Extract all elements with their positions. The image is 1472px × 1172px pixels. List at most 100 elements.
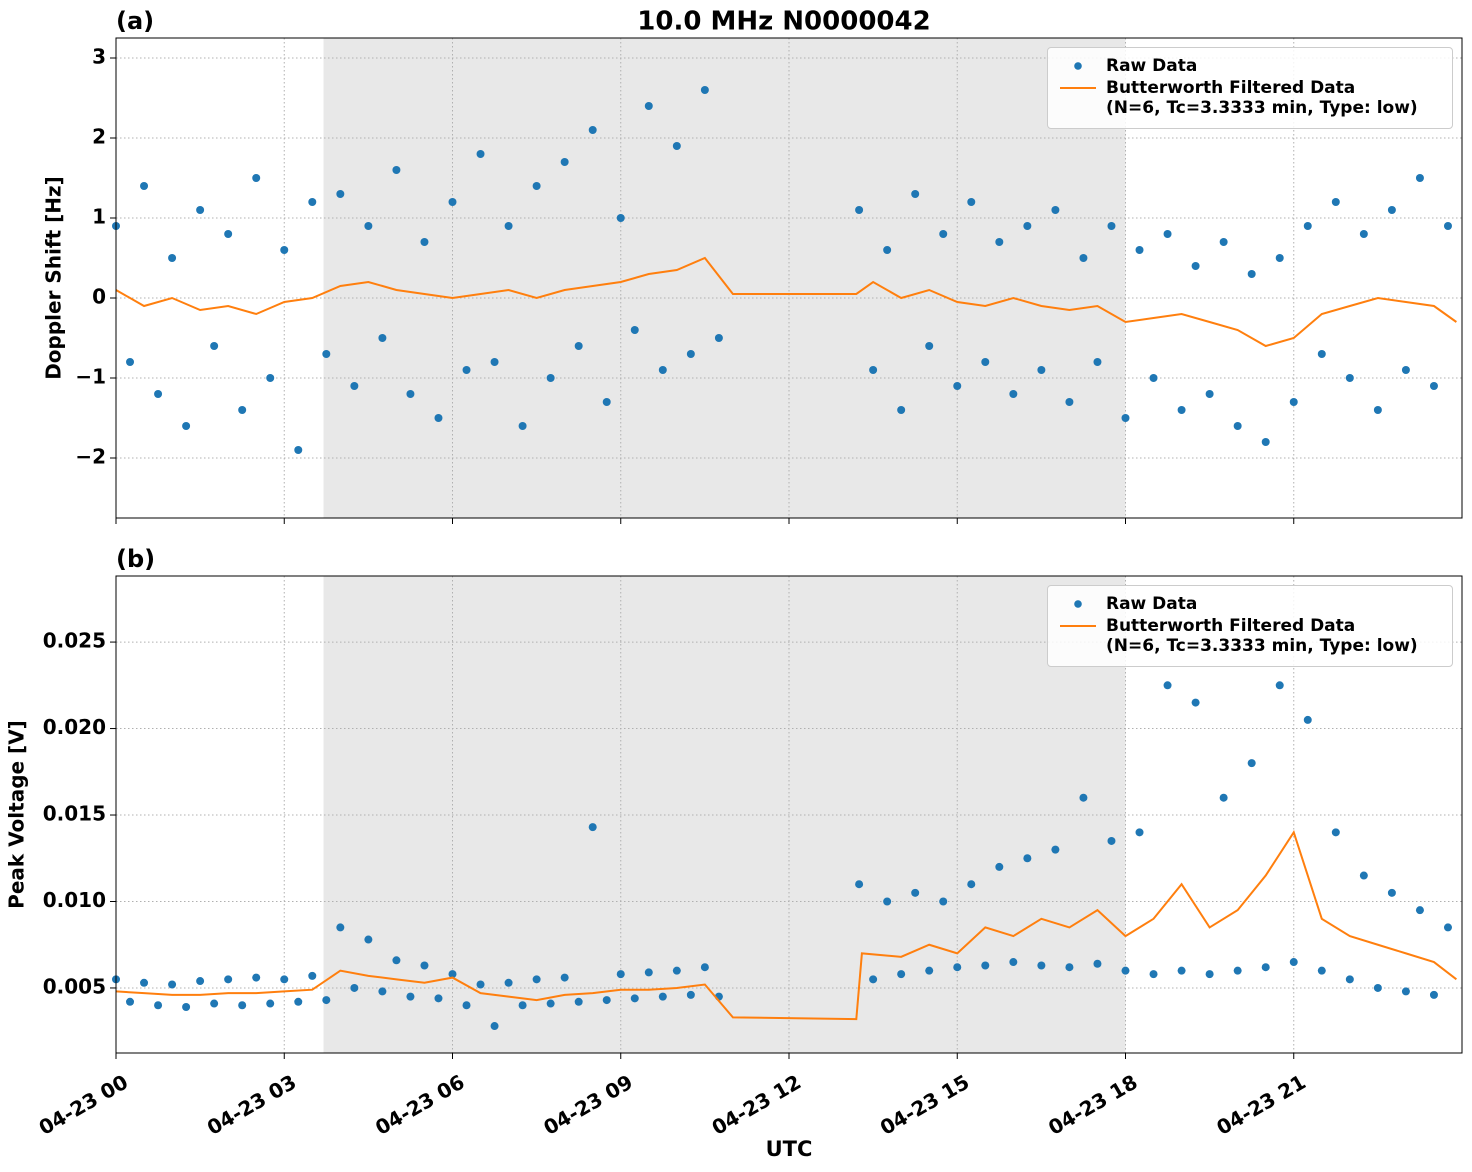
raw-point: [476, 980, 485, 989]
raw-point: [953, 963, 962, 972]
raw-point: [364, 935, 373, 944]
legend-box: Raw Data Butterworth Filtered Data (N=6, …: [1047, 47, 1453, 129]
raw-point: [1135, 246, 1144, 254]
raw-point: [1163, 230, 1172, 238]
raw-point: [238, 406, 247, 414]
y-axis-label: Doppler Shift [Hz]: [42, 176, 66, 380]
raw-point: [1261, 963, 1270, 972]
raw-point: [967, 198, 976, 206]
raw-point: [1023, 854, 1032, 863]
raw-point: [1331, 198, 1340, 206]
legend-label: Butterworth Filtered Data (N=6, Tc=3.333…: [1106, 616, 1418, 656]
raw-point: [252, 174, 261, 182]
raw-point: [1387, 206, 1396, 214]
raw-point: [224, 975, 233, 984]
raw-point: [1415, 174, 1424, 182]
raw-point: [154, 390, 163, 398]
raw-point: [238, 1001, 247, 1010]
raw-point: [168, 980, 177, 989]
raw-point: [967, 880, 976, 889]
raw-point: [518, 1001, 527, 1010]
raw-point: [1009, 390, 1018, 398]
raw-point: [420, 961, 429, 970]
legend-key: [1056, 56, 1100, 76]
raw-point: [883, 897, 892, 906]
raw-point: [1233, 966, 1242, 975]
chart-title: 10.0 MHz N0000042: [637, 7, 930, 37]
raw-point: [939, 897, 948, 906]
raw-point: [1023, 222, 1032, 230]
raw-point: [855, 206, 864, 214]
raw-point: [1009, 958, 1018, 967]
raw-point: [672, 966, 681, 975]
raw-point: [1191, 262, 1200, 270]
raw-point: [1247, 270, 1256, 278]
raw-point: [1261, 438, 1270, 446]
raw-point: [658, 992, 667, 1001]
raw-point: [546, 374, 555, 382]
raw-point: [1205, 390, 1214, 398]
raw-point: [1415, 906, 1424, 915]
legend-box: Raw Data Butterworth Filtered Data (N=6, …: [1047, 585, 1453, 667]
raw-point: [504, 222, 513, 230]
raw-point: [392, 956, 401, 965]
raw-point: [448, 198, 457, 206]
raw-point: [995, 862, 1004, 871]
raw-point: [154, 1001, 163, 1010]
raw-point: [714, 334, 723, 342]
x-tick-label: 04-23 21: [1212, 1070, 1310, 1140]
raw-point: [1107, 836, 1116, 845]
legend-label: Raw Data: [1106, 56, 1198, 76]
raw-point: [210, 342, 219, 350]
raw-point: [1443, 923, 1452, 932]
raw-point: [1275, 254, 1284, 262]
raw-point: [1219, 793, 1228, 802]
raw-point: [1163, 681, 1172, 690]
raw-point: [182, 1002, 191, 1011]
y-tick-label: 1: [92, 205, 106, 229]
raw-point: [1429, 382, 1438, 390]
raw-point: [504, 978, 513, 987]
raw-point: [883, 246, 892, 254]
raw-point: [350, 983, 359, 992]
legend-entry: Raw Data: [1056, 56, 1444, 76]
raw-point: [378, 987, 387, 996]
raw-point: [1093, 358, 1102, 366]
raw-point: [925, 966, 934, 975]
legend-key: [1056, 616, 1100, 636]
raw-point: [532, 182, 541, 190]
x-tick-label: 04-23 18: [1044, 1070, 1142, 1140]
raw-point: [1289, 398, 1298, 406]
raw-point: [1359, 230, 1368, 238]
raw-point: [1275, 681, 1284, 690]
raw-point: [1051, 206, 1060, 214]
y-tick-label: 0.010: [43, 888, 106, 912]
y-tick-label: 0.015: [43, 802, 106, 826]
legend-key: [1056, 78, 1100, 98]
panel-label: (b): [116, 545, 155, 573]
raw-point: [1219, 238, 1228, 246]
raw-point: [546, 999, 555, 1008]
x-tick-label: 04-23 03: [203, 1070, 301, 1140]
raw-point: [1107, 222, 1116, 230]
filtered-line: [115, 256, 1457, 348]
raw-point: [1051, 845, 1060, 854]
axes-frame: [115, 575, 1463, 1054]
filtered-line: [115, 830, 1458, 1021]
raw-point: [210, 999, 219, 1008]
raw-point: [1121, 966, 1130, 975]
raw-point: [224, 230, 233, 238]
raw-point: [1205, 970, 1214, 979]
raw-point: [196, 206, 205, 214]
raw-point: [911, 888, 920, 897]
x-tick-label: 04-23 00: [35, 1070, 133, 1140]
raw-point: [560, 158, 569, 166]
raw-point: [1177, 406, 1186, 414]
raw-point: [1149, 970, 1158, 979]
x-tick-label: 04-23 09: [539, 1070, 637, 1140]
raw-point: [855, 880, 864, 889]
